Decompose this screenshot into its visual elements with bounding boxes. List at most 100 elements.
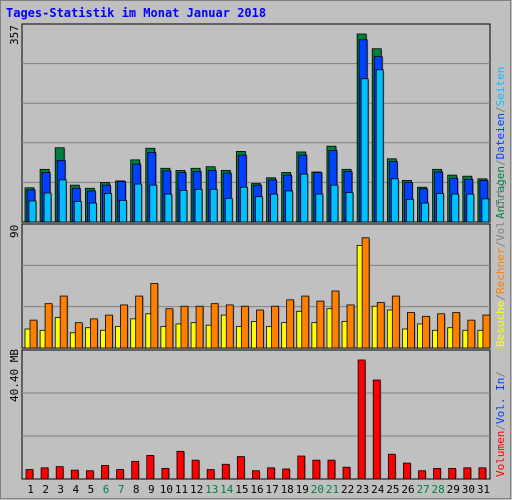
bar-seiten: [360, 78, 369, 223]
bottom-max-label: 40.40 MB: [8, 349, 21, 402]
x-tick-label: 25: [386, 483, 399, 496]
x-tick-label: 6: [103, 483, 110, 496]
legend-item: /: [494, 181, 507, 188]
bar-rechner: [407, 312, 415, 349]
x-tick-label: 21: [326, 483, 339, 496]
x-tick-label: 28: [432, 483, 445, 496]
x-tick-label: 26: [401, 483, 414, 496]
bar-seiten: [436, 193, 445, 223]
bar-rechner: [135, 295, 144, 349]
bar-volumen: [70, 469, 79, 480]
bar-rechner: [195, 305, 204, 349]
x-tick-label: 15: [235, 483, 248, 496]
bar-seiten: [164, 193, 173, 223]
x-tick-label: 24: [371, 483, 385, 496]
x-tick-label: 14: [220, 483, 234, 496]
bar-volumen: [252, 470, 260, 480]
legend-item: Dateien: [494, 113, 507, 159]
legend-item: Rechner: [494, 247, 507, 294]
bar-volumen: [191, 459, 200, 480]
bar-rechner: [240, 305, 249, 349]
bar-rechner: [210, 303, 219, 349]
bar-rechner: [452, 312, 461, 349]
x-tick-label: 17: [265, 483, 278, 496]
top-max-label: 357: [8, 25, 21, 45]
bar-volumen: [146, 455, 155, 480]
bar-seiten: [375, 69, 384, 223]
top-legend: Anfragen/Dateien/Seiten: [494, 67, 507, 219]
x-tick-label: 16: [250, 483, 263, 496]
bar-rechner: [286, 299, 295, 349]
bar-seiten: [330, 184, 339, 223]
bar-rechner: [89, 318, 98, 349]
bar-volumen: [85, 470, 94, 480]
x-tick-label: 11: [175, 483, 188, 496]
bar-rechner: [376, 301, 385, 349]
bar-rechner: [482, 314, 491, 349]
x-tick-label: 31: [477, 483, 490, 496]
bar-rechner: [331, 290, 340, 349]
bar-volumen: [236, 456, 245, 480]
bar-rechner: [256, 309, 264, 349]
bar-seiten: [179, 190, 188, 223]
bar-rechner: [316, 300, 325, 349]
bar-seiten: [239, 186, 248, 223]
bar-rechner: [29, 319, 38, 349]
x-tick-label: 30: [462, 483, 475, 496]
bar-rechner: [422, 315, 430, 349]
bar-seiten: [104, 193, 112, 223]
x-tick-label: 27: [416, 483, 429, 496]
bar-volumen: [463, 467, 472, 480]
x-tick-label: 4: [73, 483, 80, 496]
panel-bottom-frame: [21, 349, 491, 480]
bar-volumen: [357, 359, 366, 480]
x-tick-label: 23: [356, 483, 369, 496]
bar-rechner: [74, 322, 83, 349]
bar-seiten: [390, 178, 399, 223]
x-tick-label: 29: [447, 483, 460, 496]
bar-rechner: [44, 303, 53, 349]
legend-item: Besuche: [494, 301, 507, 347]
bar-seiten: [481, 198, 490, 223]
x-tick-label: 8: [133, 483, 140, 496]
x-tick-label: 12: [190, 483, 203, 496]
legend-item: Vol. Out: [494, 188, 507, 241]
bar-rechner: [150, 282, 159, 349]
bar-seiten: [88, 202, 97, 223]
x-tick-label: 7: [118, 483, 125, 496]
legend-item: /: [494, 424, 507, 431]
bar-seiten: [345, 192, 354, 223]
bar-volumen: [40, 467, 49, 480]
x-tick-label: 22: [341, 483, 354, 496]
bar-volumen: [297, 455, 306, 480]
bar-seiten: [149, 184, 158, 223]
middle-legend: Besuche/Rechner/Vol. Out/: [494, 181, 507, 347]
middle-max-label: 90: [8, 225, 21, 238]
bar-seiten: [255, 196, 263, 223]
bar-volumen: [387, 453, 396, 480]
bar-volumen: [372, 379, 381, 480]
bar-rechner: [346, 304, 355, 349]
bar-volumen: [448, 467, 457, 480]
bar-seiten: [224, 197, 233, 223]
bar-seiten: [134, 183, 143, 223]
bar-seiten: [28, 200, 37, 223]
bar-rechner: [271, 305, 279, 349]
bar-volumen: [101, 465, 109, 480]
bar-volumen: [342, 466, 351, 480]
bar-seiten: [421, 202, 429, 223]
legend-item: /: [494, 241, 507, 248]
legend-item: Vol. In: [494, 378, 507, 424]
legend-item: /: [494, 106, 507, 113]
legend-item: Volumen: [494, 431, 507, 477]
legend-item: /: [494, 294, 507, 301]
bar-volumen: [25, 469, 34, 480]
legend-item: /: [494, 159, 507, 166]
x-tick-label: 1: [27, 483, 34, 496]
x-tick-label: 10: [160, 483, 173, 496]
bar-seiten: [451, 193, 460, 223]
bar-volumen: [176, 450, 185, 480]
legend-item: Anfragen: [494, 166, 507, 219]
bar-volumen: [161, 467, 170, 480]
